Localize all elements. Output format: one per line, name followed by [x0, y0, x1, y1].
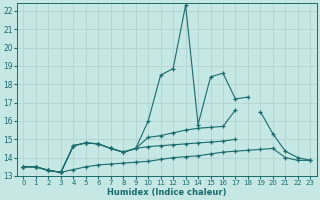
X-axis label: Humidex (Indice chaleur): Humidex (Indice chaleur) — [107, 188, 227, 197]
